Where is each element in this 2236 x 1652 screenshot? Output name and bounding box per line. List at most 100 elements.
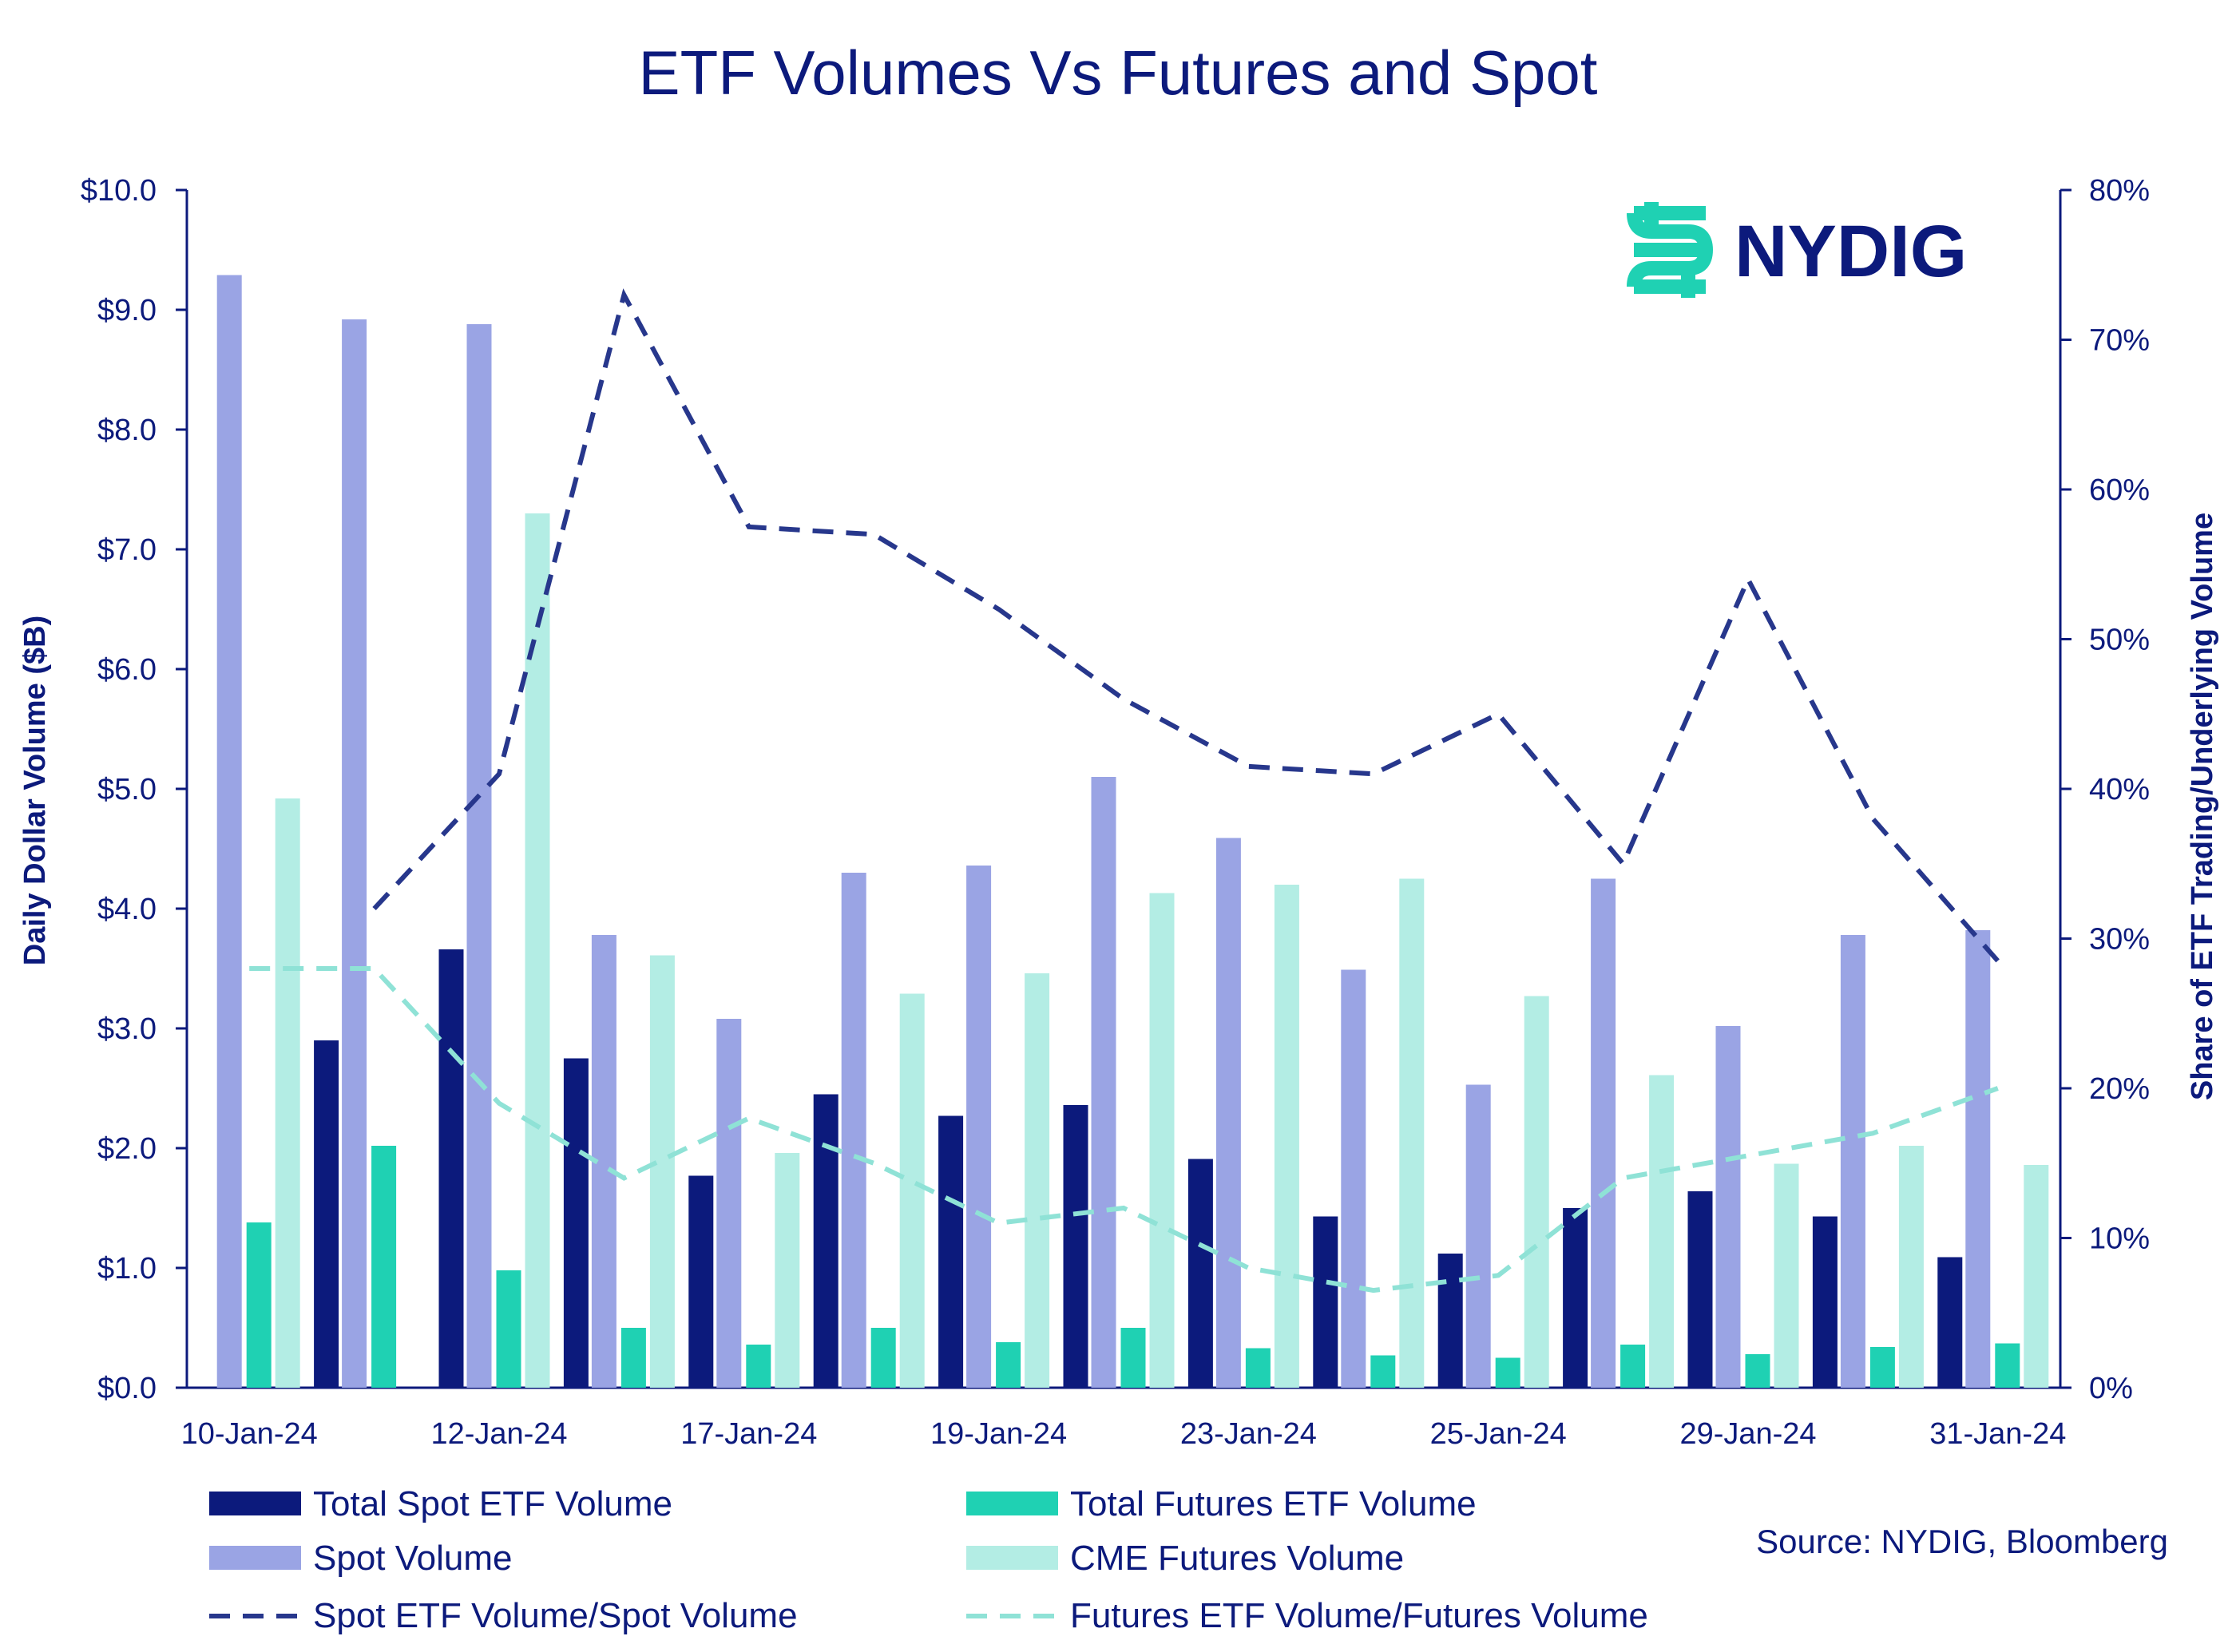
legend-label: Spot Volume (313, 1539, 513, 1578)
legend-swatch (209, 1492, 301, 1515)
legend-swatch (966, 1546, 1058, 1570)
y-tick-label: $2.0 (97, 1132, 157, 1166)
legend-label: Spot ETF Volume/Spot Volume (313, 1596, 798, 1635)
futures-etf-bar (870, 1328, 896, 1388)
cme-futures-bar (775, 1153, 800, 1388)
futures-etf-bar (371, 1146, 397, 1388)
futures-etf-bar (1120, 1328, 1146, 1388)
source-note: Source: NYDIG, Bloomberg (1756, 1523, 2168, 1560)
y-tick-label: $9.0 (97, 294, 157, 327)
spot-etf-bar (813, 1094, 838, 1388)
spot-etf-bar (1687, 1191, 1713, 1388)
cme-futures-bar (1898, 1146, 1924, 1388)
spot-volume-bar (1341, 969, 1366, 1388)
cme-futures-bar (1649, 1075, 1675, 1388)
legend-swatch (966, 1492, 1058, 1515)
y2-axis-title: Share of ETF Trading/Underlying Volume (2186, 513, 2219, 1100)
spot-etf-bar (1313, 1216, 1338, 1388)
y2-tick-label: 40% (2089, 773, 2150, 806)
spot-etf-bar (438, 949, 464, 1388)
y-tick-label: $10.0 (81, 174, 157, 208)
chart-title: ETF Volumes Vs Futures and Spot (639, 38, 1598, 108)
spot-etf-bar (1812, 1216, 1838, 1388)
spot-volume-bar (466, 324, 492, 1388)
y2-tick-label: 10% (2089, 1222, 2150, 1256)
y2-tick-label: 70% (2089, 324, 2150, 358)
spot-volume-bar (1715, 1026, 1741, 1388)
spot-volume-bar (1591, 878, 1616, 1388)
x-tick-label: 23-Jan-24 (1180, 1417, 1317, 1451)
legend-label: Total Futures ETF Volume (1070, 1484, 1477, 1523)
spot-volume-bar (216, 275, 242, 1388)
nydig-logo-icon (1627, 202, 1713, 298)
y-tick-label: $4.0 (97, 893, 157, 926)
spot-etf-bar (1437, 1254, 1463, 1388)
spot-etf-bar (1063, 1105, 1088, 1388)
tick-labels: $0.0 $1.0 $2.0 $3.0 $4.0 $5.0 $6.0 $7.0 $8.0 $9.0… (81, 174, 2150, 1451)
y2-tick-label: 50% (2089, 624, 2150, 657)
bars (216, 275, 2049, 1388)
logo-text: NYDIG (1734, 211, 1967, 292)
y-tick-label: $6.0 (97, 653, 157, 687)
futures-etf-bar (496, 1270, 521, 1388)
futures-etf-bar (1745, 1354, 1770, 1388)
spot-volume-bar (1840, 935, 1865, 1388)
x-tick-label: 29-Jan-24 (1679, 1417, 1816, 1451)
y-tick-label: $5.0 (97, 773, 157, 806)
y-tick-label: $1.0 (97, 1252, 157, 1286)
futures-etf-ratio-line (249, 966, 1999, 1293)
cme-futures-bar (1524, 996, 1549, 1388)
futures-etf-bar (1495, 1357, 1520, 1388)
cme-futures-bar (899, 993, 925, 1388)
futures-etf-bar (746, 1345, 771, 1388)
spot-volume-bar (966, 866, 992, 1388)
futures-etf-bar (1995, 1343, 2020, 1388)
spot-volume-bar (1091, 777, 1116, 1388)
legend-label: Futures ETF Volume/Futures Volume (1070, 1596, 1648, 1635)
spot-volume-bar (716, 1019, 742, 1388)
futures-etf-bar (1370, 1355, 1396, 1388)
legend-label: Total Spot ETF Volume (313, 1484, 672, 1523)
spot-etf-bar (563, 1058, 589, 1388)
futures-etf-bar (996, 1342, 1021, 1388)
x-tick-label: 12-Jan-24 (430, 1417, 567, 1451)
y2-tick-label: 20% (2089, 1072, 2150, 1106)
spot-volume-bar (1465, 1084, 1491, 1388)
y-tick-label: $3.0 (97, 1012, 157, 1046)
spot-etf-bar (314, 1040, 339, 1388)
spot-etf-bar (938, 1115, 964, 1388)
cme-futures-bar (1774, 1163, 1799, 1388)
cme-futures-bar (275, 798, 300, 1388)
spot-volume-bar (841, 873, 866, 1388)
legend-swatch (209, 1546, 301, 1570)
lines (249, 288, 2000, 1293)
x-tick-label: 31-Jan-24 (1929, 1417, 2066, 1451)
y2-tick-label: 0% (2089, 1372, 2133, 1405)
y2-tick-label: 30% (2089, 923, 2150, 957)
spot-etf-bar (1937, 1257, 1963, 1388)
cme-futures-bar (1274, 885, 1299, 1388)
x-tick-label: 25-Jan-24 (1430, 1417, 1567, 1451)
futures-etf-bar (1245, 1348, 1271, 1388)
spot-volume-bar (1215, 838, 1241, 1388)
spot-etf-ratio-line (372, 288, 2000, 963)
spot-etf-bar (1563, 1208, 1588, 1388)
spot-etf-bar (688, 1175, 714, 1388)
y2-tick-label: 60% (2089, 473, 2150, 507)
cme-futures-bar (1025, 973, 1050, 1388)
spot-volume-bar (1965, 930, 1991, 1388)
futures-etf-bar (1869, 1347, 1895, 1388)
x-tick-label: 17-Jan-24 (680, 1417, 817, 1451)
y-tick-label: $0.0 (97, 1372, 157, 1405)
y-tick-label: $8.0 (97, 414, 157, 447)
y2-tick-label: 80% (2089, 174, 2150, 208)
x-tick-label: 10-Jan-24 (181, 1417, 318, 1451)
cme-futures-bar (2024, 1165, 2049, 1388)
cme-futures-bar (1399, 878, 1425, 1388)
cme-futures-bar (649, 955, 675, 1388)
futures-etf-bar (1620, 1345, 1646, 1388)
logo: NYDIG (1627, 202, 1967, 298)
y-tick-label: $7.0 (97, 533, 157, 567)
y-axis-title: Daily Dollar Volume ($B) (18, 616, 52, 966)
